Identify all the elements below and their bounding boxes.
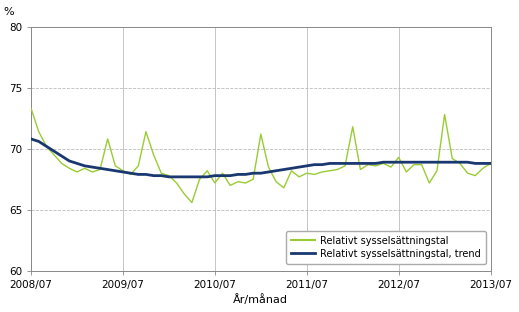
X-axis label: År/månad: År/månad xyxy=(234,294,289,305)
Text: %: % xyxy=(4,7,14,17)
Legend: Relativt sysselsättningstal, Relativt sysselsättningstal, trend: Relativt sysselsättningstal, Relativt sy… xyxy=(286,231,486,264)
